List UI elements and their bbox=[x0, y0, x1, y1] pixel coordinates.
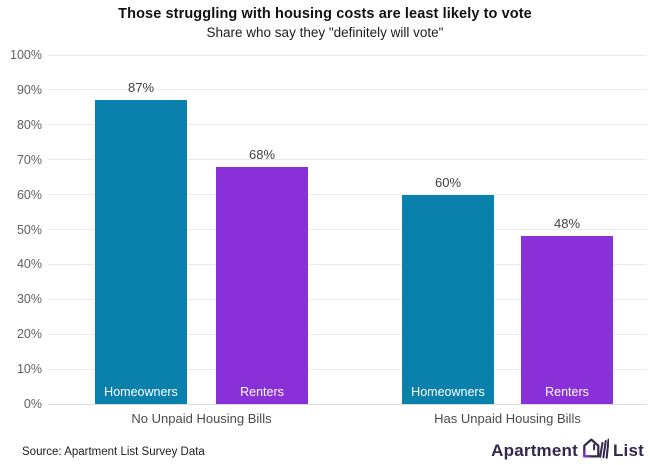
gridline-20 bbox=[48, 333, 647, 335]
gridline-0 bbox=[48, 403, 647, 405]
plot-area: 0% 10% 20% 30% 40% 50% 60% 70% 80% 90% 100% Homeown… bbox=[10, 48, 647, 426]
gridline-70 bbox=[48, 159, 647, 161]
y-axis-tick-label: 80% bbox=[16, 117, 42, 132]
apartment-list-logomark-icon bbox=[582, 436, 610, 465]
bar-series-label: Renters bbox=[240, 384, 284, 399]
x-axis-category-label: No Unpaid Housing Bills bbox=[131, 411, 272, 426]
gridline-30 bbox=[48, 298, 647, 300]
bar-value-label: 87% bbox=[127, 80, 155, 96]
bar-homeowners-group1: Homeowners bbox=[95, 100, 187, 404]
bar-value-label: 60% bbox=[434, 174, 462, 190]
bar-renters-group1: Renters bbox=[216, 166, 308, 404]
y-axis-tick-label: 60% bbox=[16, 187, 42, 202]
x-axis-category-label: Has Unpaid Housing Bills bbox=[434, 411, 581, 426]
gridline-40 bbox=[48, 263, 647, 265]
y-axis-tick-label: 50% bbox=[16, 222, 42, 237]
source-note: Source: Apartment List Survey Data bbox=[22, 446, 205, 458]
logo-word-apartment: Apartment bbox=[491, 440, 578, 460]
bar-series-label: Homeowners bbox=[411, 384, 485, 399]
y-axis-tick-label: 30% bbox=[16, 292, 42, 307]
gridline-80 bbox=[48, 124, 647, 126]
y-axis-tick-label: 0% bbox=[23, 397, 42, 411]
gridline-50 bbox=[48, 229, 647, 230]
gridline-60 bbox=[48, 194, 647, 196]
apartment-list-logo: Apartment List bbox=[491, 436, 644, 465]
chart-subtitle: Share who say they "definitely will vote… bbox=[206, 25, 444, 40]
bar-series-label: Renters bbox=[545, 384, 589, 399]
gridline-90 bbox=[48, 89, 647, 91]
bar-series-label: Homeowners bbox=[104, 384, 178, 399]
y-axis-tick-label: 10% bbox=[16, 362, 42, 377]
gridline-10 bbox=[48, 368, 647, 370]
gridline-100 bbox=[48, 54, 647, 56]
y-axis-tick-label: 90% bbox=[16, 82, 42, 97]
y-axis-tick-label: 40% bbox=[16, 257, 42, 272]
y-axis-tick-label: 100% bbox=[10, 48, 42, 62]
logo-word-list: List bbox=[612, 440, 644, 460]
chart-title: Those struggling with housing costs are … bbox=[118, 6, 532, 22]
y-axis-tick-label: 20% bbox=[16, 327, 42, 342]
y-axis-tick-label: 70% bbox=[16, 152, 42, 167]
bar-value-label: 48% bbox=[553, 216, 581, 232]
bar-value-label: 68% bbox=[248, 146, 276, 162]
bar-homeowners-group2: Homeowners bbox=[402, 194, 494, 404]
bar-renters-group2: Renters bbox=[521, 236, 613, 404]
